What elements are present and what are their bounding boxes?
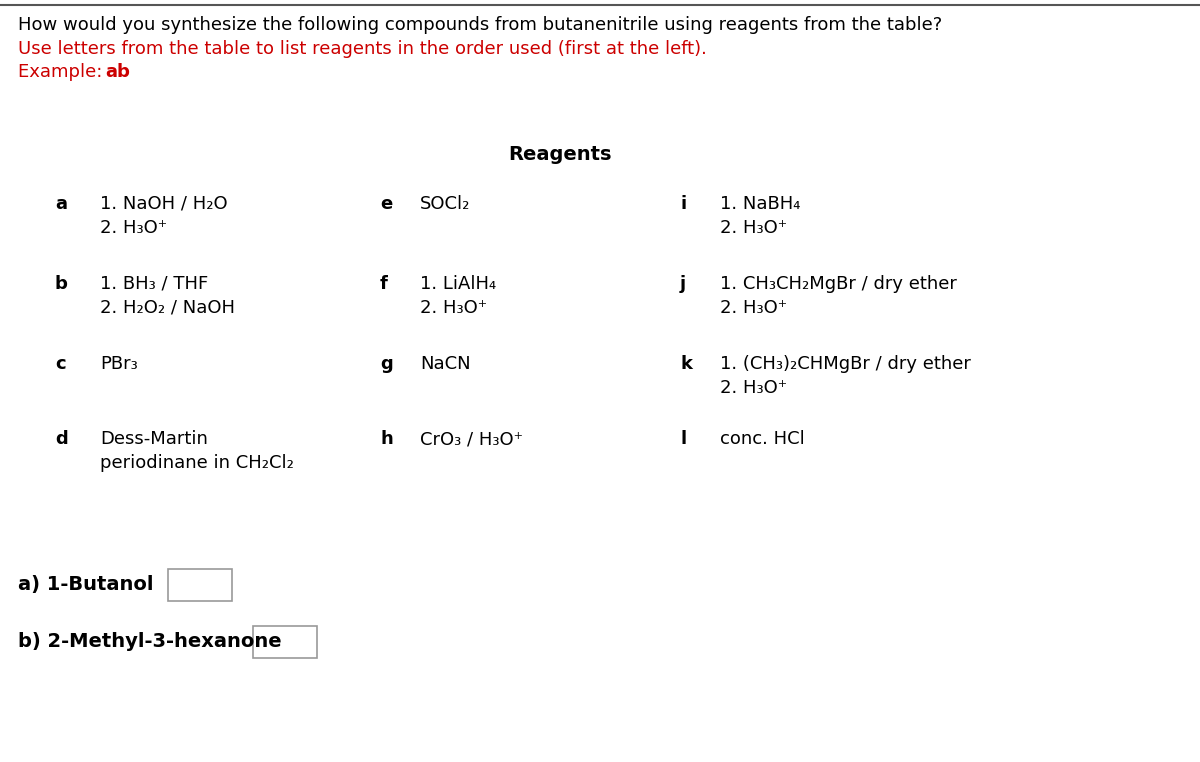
Text: j: j bbox=[680, 275, 686, 293]
Text: Reagents: Reagents bbox=[509, 145, 612, 164]
Text: a: a bbox=[55, 195, 67, 213]
Text: 2. H₂O₂ / NaOH: 2. H₂O₂ / NaOH bbox=[100, 299, 235, 317]
Text: g: g bbox=[380, 355, 392, 373]
Text: i: i bbox=[680, 195, 686, 213]
Text: 1. LiAlH₄: 1. LiAlH₄ bbox=[420, 275, 496, 293]
Text: SOCl₂: SOCl₂ bbox=[420, 195, 470, 213]
Text: Use letters from the table to list reagents in the order used (first at the left: Use letters from the table to list reage… bbox=[18, 40, 707, 58]
Text: d: d bbox=[55, 430, 67, 448]
Text: c: c bbox=[55, 355, 66, 373]
Text: CrO₃ / H₃O⁺: CrO₃ / H₃O⁺ bbox=[420, 430, 523, 448]
Text: 2. H₃O⁺: 2. H₃O⁺ bbox=[720, 379, 787, 397]
Text: NaCN: NaCN bbox=[420, 355, 470, 373]
Text: l: l bbox=[680, 430, 686, 448]
Text: b: b bbox=[55, 275, 68, 293]
Text: e: e bbox=[380, 195, 392, 213]
Text: b) 2-Methyl-3-hexanone: b) 2-Methyl-3-hexanone bbox=[18, 632, 282, 651]
Text: Dess-Martin: Dess-Martin bbox=[100, 430, 208, 448]
Text: Example:: Example: bbox=[18, 63, 108, 81]
Text: PBr₃: PBr₃ bbox=[100, 355, 138, 373]
Text: h: h bbox=[380, 430, 392, 448]
Text: a) 1-Butanol: a) 1-Butanol bbox=[18, 575, 154, 594]
Text: 2. H₃O⁺: 2. H₃O⁺ bbox=[720, 219, 787, 237]
Text: 1. CH₃CH₂MgBr / dry ether: 1. CH₃CH₂MgBr / dry ether bbox=[720, 275, 956, 293]
Text: 2. H₃O⁺: 2. H₃O⁺ bbox=[720, 299, 787, 317]
Text: 2. H₃O⁺: 2. H₃O⁺ bbox=[100, 219, 167, 237]
Text: 2. H₃O⁺: 2. H₃O⁺ bbox=[420, 299, 487, 317]
Text: 1. (CH₃)₂CHMgBr / dry ether: 1. (CH₃)₂CHMgBr / dry ether bbox=[720, 355, 971, 373]
Text: 1. NaOH / H₂O: 1. NaOH / H₂O bbox=[100, 195, 228, 213]
Text: conc. HCl: conc. HCl bbox=[720, 430, 805, 448]
Text: f: f bbox=[380, 275, 388, 293]
FancyBboxPatch shape bbox=[253, 626, 317, 658]
Text: periodinane in CH₂Cl₂: periodinane in CH₂Cl₂ bbox=[100, 454, 294, 472]
Text: ab: ab bbox=[106, 63, 130, 81]
FancyBboxPatch shape bbox=[168, 569, 232, 601]
Text: How would you synthesize the following compounds from butanenitrile using reagen: How would you synthesize the following c… bbox=[18, 16, 942, 34]
Text: 1. NaBH₄: 1. NaBH₄ bbox=[720, 195, 800, 213]
Text: 1. BH₃ / THF: 1. BH₃ / THF bbox=[100, 275, 209, 293]
Text: k: k bbox=[680, 355, 692, 373]
